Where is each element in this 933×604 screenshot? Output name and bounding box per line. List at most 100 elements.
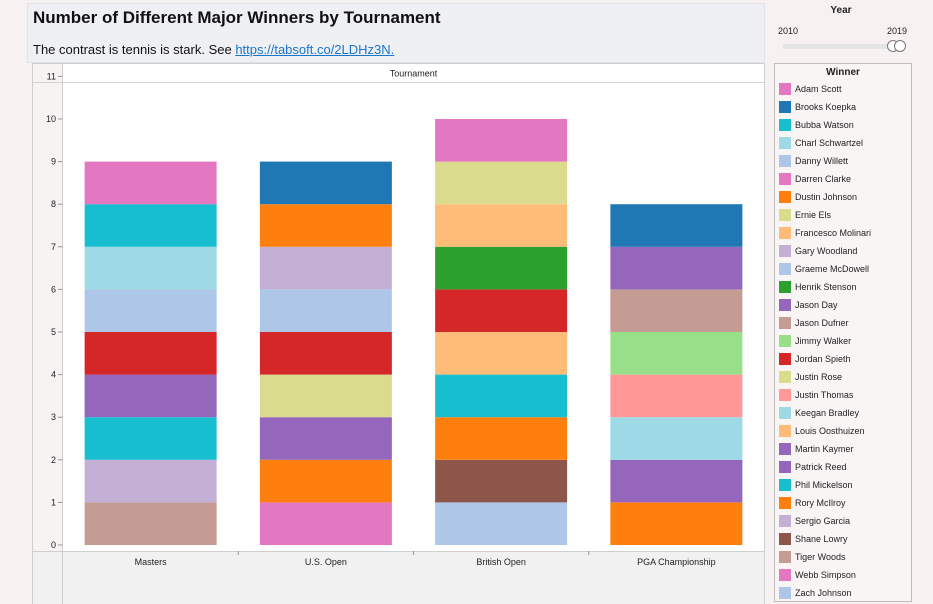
bar-segment[interactable] [435,119,568,162]
bar-segment[interactable] [435,332,568,375]
bar-segment[interactable] [84,374,217,418]
bar-segment[interactable] [259,502,392,545]
legend-item[interactable]: Webb Simpson [775,567,911,585]
legend-label: Rory McIlroy [795,498,846,508]
legend-item[interactable]: Bubba Watson [775,117,911,135]
legend-item[interactable]: Patrick Reed [775,459,911,477]
bar-segment[interactable] [435,417,568,460]
y-tick-label: 10 [46,114,56,124]
y-axis-panel [33,63,63,604]
legend-label: Phil Mickelson [795,480,853,490]
subtitle-link[interactable]: https://tabsoft.co/2LDHz3N. [235,42,395,57]
legend-item[interactable]: Darren Clarke [775,171,911,189]
x-tick-label: British Open [476,557,526,567]
legend-item[interactable]: Graeme McDowell [775,261,911,279]
legend-swatch [779,227,791,239]
bar-segment[interactable] [259,417,392,460]
y-tick-label: 9 [51,157,56,167]
bar-segment[interactable] [435,161,568,205]
legend-label: Brooks Koepka [795,102,857,112]
bar-segment[interactable] [84,459,217,503]
legend-label: Adam Scott [795,84,842,94]
bar-segment[interactable] [259,332,392,375]
legend-item[interactable]: Sergio Garcia [775,513,911,531]
subtitle: The contrast is tennis is stark. See htt… [33,42,394,57]
x-axis-panel [33,551,764,604]
bar-segment[interactable] [259,374,392,418]
bar-segment[interactable] [435,459,568,503]
legend-item[interactable]: Ernie Els [775,207,911,225]
bar-segment[interactable] [84,204,217,247]
legend-item[interactable]: Jason Day [775,297,911,315]
year-max-label: 2019 [886,26,907,36]
legend-item[interactable]: Zach Johnson [775,585,911,603]
legend-item[interactable]: Martin Kaymer [775,441,911,459]
legend-item[interactable]: Jordan Spieth [775,351,911,369]
bar-segment[interactable] [259,204,392,247]
legend-item[interactable]: Gary Woodland [775,243,911,261]
legend-item[interactable]: Charl Schwartzel [775,135,911,153]
legend-swatch [779,515,791,527]
legend-item[interactable]: Shane Lowry [775,531,911,549]
bar-segment[interactable] [610,204,743,247]
legend-label: Francesco Molinari [795,228,872,238]
legend-item[interactable]: Justin Rose [775,369,911,387]
bar-segment[interactable] [610,502,743,545]
x-tick-label: Masters [135,557,168,567]
bar-segment[interactable] [610,289,743,332]
year-filter: Year 2010 2019 [771,2,911,60]
bar-segment[interactable] [259,459,392,503]
legend-item[interactable]: Adam Scott [775,81,911,99]
legend-item[interactable]: Louis Oosthuizen [775,423,911,441]
legend-label: Justin Thomas [795,390,854,400]
legend-label: Jason Day [795,300,838,310]
bar-segment[interactable] [610,332,743,375]
bar-segment[interactable] [259,161,392,205]
legend-label: Justin Rose [795,372,843,382]
legend-item[interactable]: Justin Thomas [775,387,911,405]
bar-segment[interactable] [84,417,217,460]
legend-label: Dustin Johnson [795,192,858,202]
legend-swatch [779,371,791,383]
bar-segment[interactable] [259,289,392,332]
bar-segment[interactable] [84,246,217,290]
legend-swatch [779,407,791,419]
bar-segment[interactable] [259,246,392,290]
bar-segment[interactable] [610,459,743,503]
legend-item[interactable]: Brooks Koepka [775,99,911,117]
bar-segment[interactable] [84,332,217,375]
bar-segment[interactable] [610,246,743,290]
bar-segment[interactable] [435,289,568,332]
bar-segment[interactable] [84,161,217,205]
legend-item[interactable]: Keegan Bradley [775,405,911,423]
legend-swatch [779,245,791,257]
legend-title: Winner [826,67,860,78]
legend-swatch [779,353,791,365]
y-tick-label: 2 [51,455,56,465]
bar-segment[interactable] [84,502,217,545]
legend-item[interactable]: Rory McIlroy [775,495,911,513]
bar-segment[interactable] [610,417,743,460]
legend-item[interactable]: Francesco Molinari [775,225,911,243]
legend-item[interactable]: Henrik Stenson [775,279,911,297]
y-tick-label: 4 [51,370,56,380]
x-tick-label: PGA Championship [637,557,716,567]
year-slider-track[interactable] [783,44,901,49]
legend-item[interactable]: Jimmy Walker [775,333,911,351]
bar-segment[interactable] [435,204,568,247]
legend-swatch [779,389,791,401]
bar-segment[interactable] [435,374,568,418]
winner-legend: Winner Adam Scott Brooks Koepka Bubba Wats… [774,63,912,602]
legend-item[interactable]: Danny Willett [775,153,911,171]
legend-item[interactable]: Tiger Woods [775,549,911,567]
legend-swatch [779,497,791,509]
bar-segment[interactable] [610,374,743,418]
header-band [63,63,764,83]
bar-segment[interactable] [84,289,217,332]
legend-item[interactable]: Dustin Johnson [775,189,911,207]
legend-item[interactable]: Phil Mickelson [775,477,911,495]
year-slider-handle-icon[interactable] [886,39,908,53]
legend-item[interactable]: Jason Dufner [775,315,911,333]
bar-segment[interactable] [435,246,568,290]
bar-segment[interactable] [435,502,568,545]
